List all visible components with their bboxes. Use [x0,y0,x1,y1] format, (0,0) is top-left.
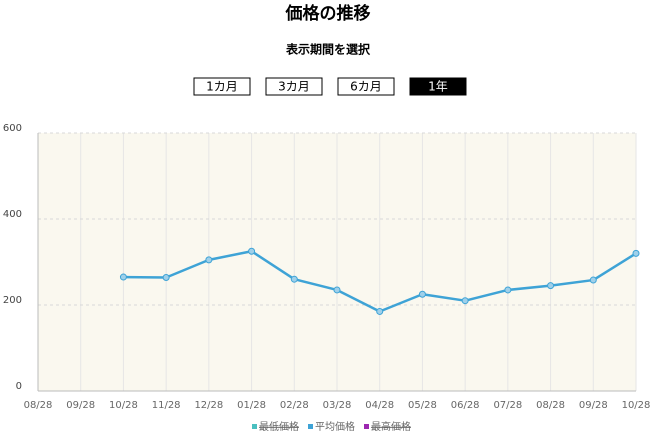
period-button-label[interactable]: 1年 [428,80,448,94]
period-button[interactable] [337,77,395,96]
x-tick-label: 06/28 [451,400,480,411]
x-tick-label: 08/28 [24,400,53,411]
x-tick-label: 12/28 [194,400,223,411]
y-tick-label: 400 [3,209,22,220]
x-tick-label: 02/28 [280,400,309,411]
data-point [504,286,512,294]
chart-title: 価格の推移 [285,3,371,24]
legend-swatch[interactable] [308,424,313,429]
x-tick-label: 10/28 [622,400,651,411]
legend-swatch[interactable] [252,424,257,429]
data-point [589,276,597,284]
legend-label[interactable]: 最高価格 [371,420,411,433]
data-point [376,307,384,315]
data-point [205,256,213,264]
x-tick-label: 05/28 [408,400,437,411]
period-button-label[interactable]: 6カ月 [350,80,382,94]
legend-label[interactable]: 平均価格 [315,420,355,433]
data-point [632,249,640,257]
data-point [547,282,555,290]
x-tick-label: 10/28 [109,400,138,411]
x-tick-label: 09/28 [579,400,608,411]
period-button-label[interactable]: 1カ月 [206,80,238,94]
x-tick-label: 03/28 [323,400,352,411]
data-point [119,273,127,281]
y-tick-label: 600 [3,123,22,134]
x-tick-label: 08/28 [536,400,565,411]
legend-swatch[interactable] [364,424,369,429]
y-tick-label: 200 [3,295,22,306]
x-tick-label: 11/28 [152,400,181,411]
period-button[interactable] [193,77,251,96]
data-point [162,273,170,281]
data-point [290,275,298,283]
period-button[interactable] [265,77,323,96]
period-button[interactable] [409,77,467,96]
x-tick-label: 07/28 [493,400,522,411]
period-button-label[interactable]: 3カ月 [278,80,310,94]
data-point [418,290,426,298]
x-tick-label: 09/28 [66,400,95,411]
legend-label[interactable]: 最低価格 [259,420,299,433]
data-point [248,247,256,255]
y-tick-label: 0 [16,381,22,392]
data-point [333,286,341,294]
period-label: 表示期間を選択 [285,42,371,57]
x-tick-label: 01/28 [237,400,266,411]
x-tick-label: 04/28 [365,400,394,411]
data-point [461,297,469,305]
